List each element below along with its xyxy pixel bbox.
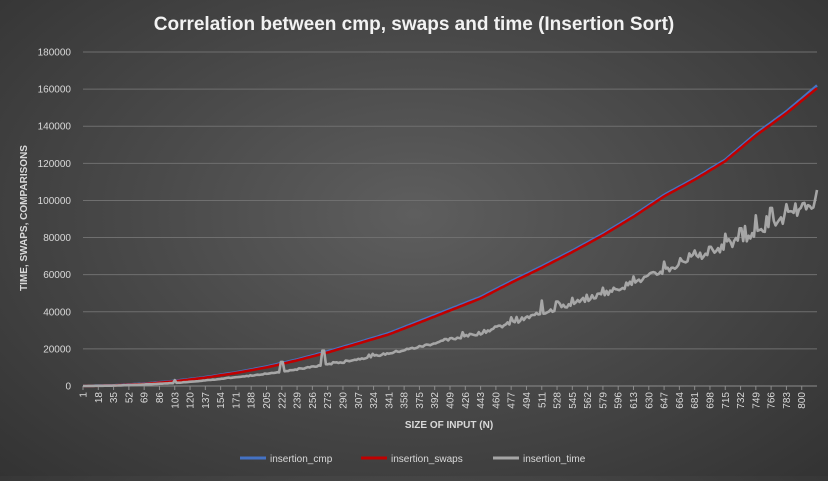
x-tick-label: 341 — [384, 392, 395, 409]
x-tick-label: 460 — [491, 392, 502, 409]
x-tick-label: 477 — [507, 392, 518, 409]
y-tick-label: 120000 — [38, 159, 72, 170]
x-tick-label: 800 — [797, 392, 808, 409]
x-tick-label: 69 — [140, 392, 151, 404]
x-tick-label: 18 — [94, 392, 105, 404]
x-tick-label: 273 — [323, 392, 334, 409]
y-tick-label: 100000 — [38, 196, 72, 207]
x-tick-label: 307 — [354, 392, 365, 409]
x-tick-label: 647 — [660, 392, 671, 409]
x-tick-label: 681 — [690, 392, 701, 409]
x-tick-label: 511 — [537, 392, 548, 408]
x-tick-label: 35 — [109, 392, 120, 404]
x-tick-label: 698 — [705, 392, 716, 409]
legend-label: insertion_cmp — [270, 454, 333, 465]
x-tick-label: 545 — [568, 392, 579, 409]
x-tick-label: 188 — [247, 392, 258, 409]
y-tick-label: 60000 — [43, 270, 71, 281]
x-tick-label: 613 — [629, 392, 640, 409]
x-tick-label: 86 — [155, 392, 166, 404]
legend-item: insertion_swaps — [361, 454, 463, 465]
y-axis: 0 20000 40000 60000 80000 100000 120000 140000 1… — [38, 48, 72, 393]
y-tick-label: 160000 — [38, 85, 72, 96]
x-tick-label: 239 — [293, 392, 304, 409]
x-tick-label: 375 — [415, 392, 426, 409]
series-lines — [82, 84, 819, 388]
y-axis-label: TIME, SWAPS, COMPARISONS — [19, 145, 30, 291]
x-tick-label: 256 — [308, 392, 319, 409]
legend: insertion_cmp insertion_swaps insertion_ti… — [240, 454, 586, 465]
y-tick-label: 140000 — [38, 122, 72, 133]
y-tick-label: 80000 — [43, 233, 71, 244]
y-tick-label: 180000 — [38, 48, 72, 59]
x-tick-label: 494 — [522, 392, 533, 409]
x-tick-label: 443 — [476, 392, 487, 409]
y-tick-label: 0 — [65, 382, 71, 393]
x-tick-label: 664 — [675, 392, 686, 409]
series-line-insertion-swaps — [83, 87, 818, 388]
x-tick-label: 562 — [583, 392, 594, 409]
x-tick-label: 290 — [338, 392, 349, 409]
x-tick-label: 205 — [262, 392, 273, 409]
x-tick-label: 392 — [430, 392, 441, 409]
x-tick-label: 171 — [231, 392, 242, 409]
chart-title: Correlation between cmp, swaps and time … — [154, 14, 674, 35]
x-tick-label: 222 — [277, 392, 288, 409]
x-tick-label: 324 — [369, 392, 380, 409]
x-axis-label: SIZE OF INPUT (N) — [405, 420, 493, 431]
y-tick-label: 20000 — [43, 344, 71, 355]
legend-label: insertion_swaps — [391, 454, 463, 465]
x-tick-label: 1 — [79, 392, 90, 398]
x-tick-label: 52 — [124, 392, 135, 404]
legend-label: insertion_time — [523, 454, 586, 465]
x-tick-label: 579 — [598, 392, 609, 409]
gridlines — [83, 51, 817, 387]
x-axis: 1 18 35 52 69 86 103 120 137 154 171 188 205 222 239 25… — [79, 386, 808, 409]
x-tick-label: 732 — [736, 392, 747, 409]
x-tick-label: 120 — [186, 392, 197, 409]
x-tick-label: 749 — [751, 392, 762, 409]
x-tick-label: 596 — [614, 392, 625, 409]
x-tick-label: 409 — [446, 392, 457, 409]
x-tick-label: 137 — [201, 392, 212, 409]
x-tick-label: 528 — [553, 392, 564, 409]
y-tick-label: 40000 — [43, 307, 71, 318]
legend-item: insertion_cmp — [240, 454, 333, 465]
series-line-insertion-time — [83, 189, 819, 388]
x-tick-label: 766 — [767, 392, 778, 409]
x-tick-label: 358 — [400, 392, 411, 409]
x-tick-label: 715 — [721, 392, 732, 409]
x-tick-label: 783 — [782, 392, 793, 409]
series-line-insertion-cmp — [82, 84, 818, 388]
x-tick-label: 103 — [170, 392, 181, 409]
legend-item: insertion_time — [493, 454, 586, 465]
x-tick-label: 154 — [216, 392, 227, 409]
x-tick-label: 630 — [644, 392, 655, 409]
x-tick-label: 426 — [461, 392, 472, 409]
